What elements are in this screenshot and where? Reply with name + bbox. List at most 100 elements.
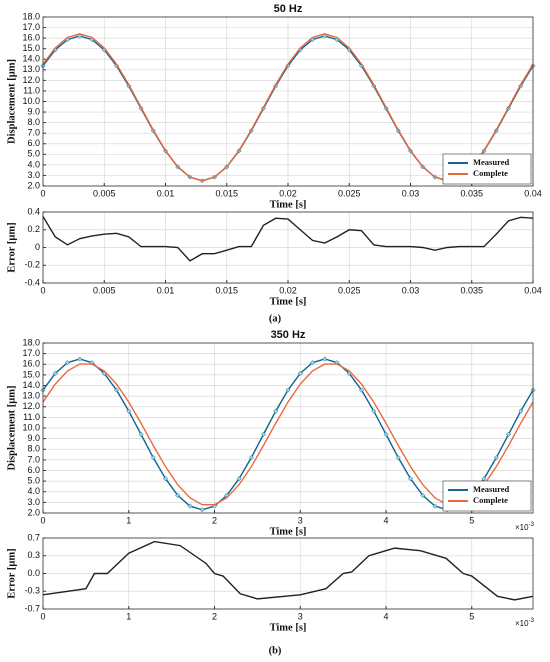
y-tick-label: 17.0	[22, 348, 40, 358]
y-tick-label: 4.0	[27, 159, 40, 169]
x-tick-label: 0	[40, 188, 45, 198]
x-tick-label: 0.015	[215, 188, 238, 198]
legend-label: Measured	[473, 484, 509, 494]
y-tick-label: 7.0	[27, 128, 40, 138]
y-tick-label: 8.0	[27, 444, 40, 454]
marker	[395, 455, 401, 461]
y-tick-label: 12.0	[22, 75, 40, 85]
marker	[236, 476, 242, 482]
y-tick-label: 9.0	[27, 433, 40, 443]
x-tick-label: 5	[469, 515, 474, 525]
x-tick-label: 0.04	[524, 188, 542, 198]
x-tick-label: 2	[212, 611, 217, 621]
y-tick-label: 0.4	[27, 206, 40, 216]
y-tick-label: 9.0	[27, 106, 40, 116]
x-tick-label: 3	[298, 515, 303, 525]
y-tick-label: 16.0	[22, 359, 40, 369]
marker	[420, 492, 426, 498]
marker	[432, 503, 438, 509]
y-tick-label: 6.0	[27, 465, 40, 475]
x-tick-label: 0.03	[402, 188, 420, 198]
y-tick-label: 14.0	[22, 54, 40, 64]
marker	[52, 370, 58, 376]
x-tick-label: 0.015	[215, 285, 238, 295]
marker	[77, 33, 83, 39]
series-line	[42, 216, 534, 262]
marker	[162, 476, 169, 482]
marker	[506, 431, 512, 437]
caption: (a)	[269, 313, 282, 324]
y-tick-label: 3.0	[27, 170, 40, 180]
x-tick-label: 4	[384, 611, 389, 621]
axes-box	[42, 211, 534, 284]
y-tick-label: 18.0	[22, 11, 40, 21]
x-tick-label: 5	[469, 611, 474, 621]
x-tick-label: 0.03	[402, 285, 420, 295]
x-axis-label: Time [s]	[270, 296, 307, 307]
y-tick-label: 12.0	[22, 401, 40, 411]
caption: (b)	[269, 645, 282, 656]
y-axis-label: Error [μm]	[6, 548, 17, 598]
marker	[358, 387, 365, 393]
y-tick-label: 13.0	[22, 64, 40, 74]
x-axis-label: Time [s]	[270, 199, 307, 210]
x-tick-label: 0.035	[460, 188, 483, 198]
y-tick-label: 10.0	[22, 96, 40, 106]
marker	[285, 387, 291, 393]
x-tick-label: 0.005	[93, 188, 116, 198]
y-tick-label: 4.0	[27, 486, 40, 496]
x-axis-label: Time [s]	[270, 526, 307, 537]
y-tick-label: 2.0	[27, 180, 40, 190]
y-tick-label: 13.0	[22, 391, 40, 401]
chart-title: 50 Hz	[274, 3, 303, 15]
x-tick-label: 2	[212, 515, 217, 525]
x-tick-label: 0.04	[524, 285, 542, 295]
x-tick-label: 0	[40, 611, 45, 621]
series-line	[42, 540, 534, 601]
marker	[407, 476, 414, 482]
y-axis-label: Displacement [μm]	[6, 59, 17, 144]
x-multiplier-base: ×10	[515, 523, 529, 532]
axes-box	[42, 16, 534, 187]
x-tick-label: 0.005	[93, 285, 116, 295]
x-tick-label: 0.035	[460, 285, 483, 295]
marker	[187, 503, 193, 509]
y-axis-label: Error [μm]	[6, 222, 17, 272]
axes-box	[42, 342, 534, 514]
x-tick-label: 0.025	[338, 285, 361, 295]
marker	[260, 431, 267, 437]
legend-label: Complete	[473, 168, 508, 178]
marker	[77, 356, 83, 362]
legend-label: Measured	[473, 157, 509, 167]
y-tick-label: 0.2	[27, 224, 40, 234]
marker	[199, 507, 205, 513]
marker	[322, 356, 328, 362]
y-tick-label: 10.0	[22, 422, 40, 432]
x-multiplier-exponent: -3	[529, 522, 535, 528]
legend-box	[442, 153, 532, 185]
y-tick-label: -0.4	[24, 277, 40, 287]
y-tick-label: 11.0	[23, 412, 40, 422]
x-multiplier: ×10-3	[515, 618, 535, 629]
x-tick-label: 0.01	[157, 285, 175, 295]
y-tick-label: 11.0	[23, 85, 40, 95]
marker	[273, 408, 279, 414]
y-tick-label: -0.7	[24, 603, 40, 613]
x-tick-label: 0.02	[279, 285, 297, 295]
axes-box	[42, 537, 534, 610]
legend-box	[442, 480, 532, 512]
marker	[518, 408, 524, 414]
y-tick-label: 3.0	[27, 497, 40, 507]
marker	[334, 360, 340, 366]
y-axis-label: Displacement [μm]	[6, 386, 17, 471]
x-tick-label: 0.025	[338, 188, 361, 198]
x-tick-label: 0	[40, 285, 45, 295]
marker	[297, 370, 303, 376]
x-tick-label: 3	[298, 611, 303, 621]
x-tick-label: 0.01	[157, 188, 175, 198]
x-tick-label: 1	[126, 611, 131, 621]
marker	[175, 492, 181, 498]
marker	[493, 455, 499, 461]
